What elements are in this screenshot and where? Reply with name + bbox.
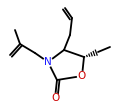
Circle shape <box>77 72 86 81</box>
Circle shape <box>51 94 60 103</box>
Text: N: N <box>44 57 52 67</box>
Text: O: O <box>78 71 86 81</box>
Circle shape <box>44 58 53 67</box>
Text: O: O <box>51 93 59 103</box>
